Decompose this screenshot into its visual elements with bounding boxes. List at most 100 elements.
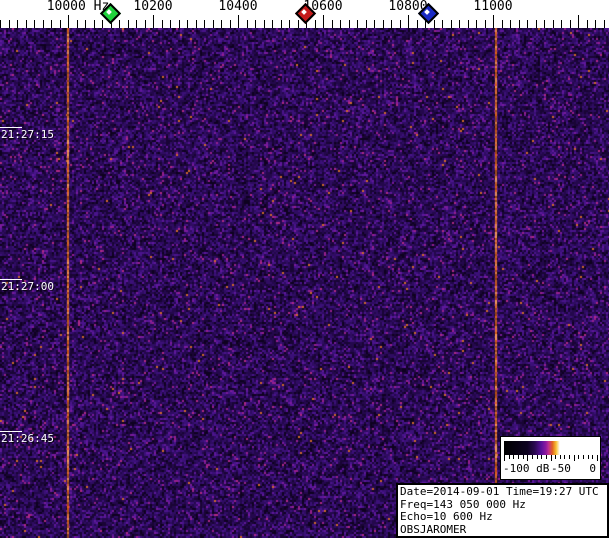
colorbar-gradient bbox=[504, 441, 597, 455]
colorbar-tick bbox=[587, 455, 589, 459]
minor-tick bbox=[43, 20, 44, 28]
minor-tick bbox=[213, 20, 214, 28]
minor-tick bbox=[332, 20, 333, 28]
time-tick-line bbox=[0, 127, 22, 128]
time-tick-line bbox=[0, 431, 22, 432]
major-tick bbox=[68, 15, 69, 28]
minor-tick bbox=[442, 20, 443, 28]
minor-tick bbox=[306, 20, 307, 28]
colorbar-min-label: -100 dB bbox=[503, 462, 550, 475]
minor-tick bbox=[391, 20, 392, 28]
colorbar-tick bbox=[504, 455, 505, 461]
frequency-tick-label: 10800 bbox=[388, 0, 428, 14]
colorbar-tick bbox=[513, 455, 515, 459]
colorbar-tick bbox=[517, 455, 519, 459]
minor-tick bbox=[476, 20, 477, 28]
colorbar-max-label: 0 bbox=[589, 462, 596, 475]
major-tick bbox=[153, 15, 154, 28]
minor-tick bbox=[281, 20, 282, 28]
marker-red-icon bbox=[294, 2, 317, 25]
time-tick-line bbox=[0, 279, 22, 280]
time-label-text: 21:27:00 bbox=[1, 280, 54, 293]
marker-blue-diamond[interactable] bbox=[417, 2, 440, 25]
minor-tick bbox=[451, 20, 452, 28]
marker-red-diamond[interactable] bbox=[294, 2, 317, 25]
colorbar-tick bbox=[536, 455, 538, 459]
minor-tick bbox=[315, 20, 316, 28]
frequency-tick-label: 11000 bbox=[473, 0, 513, 14]
minor-tick bbox=[196, 20, 197, 28]
colorbar-legend: -100 dB -50 0 bbox=[500, 436, 601, 480]
colorbar-tick bbox=[527, 455, 529, 461]
minor-tick bbox=[374, 20, 375, 28]
minor-tick bbox=[145, 20, 146, 28]
major-tick bbox=[408, 15, 409, 28]
minor-tick bbox=[340, 20, 341, 28]
minor-tick bbox=[366, 20, 367, 28]
frequency-ruler: 10000 Hz 10200 10400 10600 10800 11000 bbox=[0, 0, 609, 28]
minor-tick bbox=[128, 20, 129, 28]
minor-tick bbox=[9, 20, 10, 28]
minor-tick bbox=[459, 20, 460, 28]
marker-green-diamond[interactable] bbox=[99, 2, 122, 25]
minor-tick bbox=[519, 20, 520, 28]
major-tick bbox=[578, 15, 579, 28]
minor-tick bbox=[468, 20, 469, 28]
minor-tick bbox=[553, 20, 554, 28]
minor-tick bbox=[289, 20, 290, 28]
minor-tick bbox=[604, 20, 605, 28]
minor-tick bbox=[0, 20, 1, 28]
minor-tick bbox=[570, 20, 571, 28]
frequency-tick-label: 10400 bbox=[218, 0, 258, 14]
colorbar-tick bbox=[578, 455, 580, 459]
colorbar-tick bbox=[569, 455, 571, 459]
minor-tick bbox=[162, 20, 163, 28]
minor-tick bbox=[77, 20, 78, 28]
minor-tick bbox=[434, 20, 435, 28]
minor-tick bbox=[595, 20, 596, 28]
colorbar-tick bbox=[592, 455, 594, 459]
minor-tick bbox=[400, 20, 401, 28]
frequency-tick-label: 10200 bbox=[133, 0, 173, 14]
minor-tick bbox=[247, 20, 248, 28]
minor-tick bbox=[26, 20, 27, 28]
info-box: Date=2014-09-01 Time=19:27 UTC Freq=143 … bbox=[396, 483, 609, 538]
minor-tick bbox=[170, 20, 171, 28]
colorbar-mid-label: -50 bbox=[551, 462, 571, 475]
minor-tick bbox=[561, 20, 562, 28]
colorbar-tick bbox=[555, 455, 557, 459]
colorbar-tick bbox=[522, 455, 524, 459]
minor-tick bbox=[383, 20, 384, 28]
info-observer: OBSJAROMER bbox=[400, 522, 467, 536]
minor-tick bbox=[587, 20, 588, 28]
minor-tick bbox=[17, 20, 18, 28]
minor-tick bbox=[204, 20, 205, 28]
minor-tick bbox=[51, 20, 52, 28]
info-echo: Echo=10 600 Hz bbox=[400, 510, 493, 523]
minor-tick bbox=[136, 20, 137, 28]
minor-tick bbox=[298, 20, 299, 28]
minor-tick bbox=[510, 20, 511, 28]
minor-tick bbox=[349, 20, 350, 28]
major-tick bbox=[238, 15, 239, 28]
time-label-text: 21:27:15 bbox=[1, 128, 54, 141]
colorbar-tick bbox=[550, 455, 552, 461]
time-label-text: 21:26:45 bbox=[1, 432, 54, 445]
minor-tick bbox=[102, 20, 103, 28]
minor-tick bbox=[527, 20, 528, 28]
marker-green-icon bbox=[99, 2, 122, 25]
minor-tick bbox=[264, 20, 265, 28]
colorbar-tick bbox=[541, 455, 543, 459]
minor-tick bbox=[485, 20, 486, 28]
marker-blue-icon bbox=[417, 2, 440, 25]
colorbar-tick bbox=[508, 455, 510, 459]
colorbar-tick bbox=[583, 455, 585, 459]
minor-tick bbox=[85, 20, 86, 28]
colorbar-tick bbox=[573, 455, 575, 461]
info-date-time: Date=2014-09-01 Time=19:27 UTC bbox=[400, 485, 599, 498]
minor-tick bbox=[417, 20, 418, 28]
minor-tick bbox=[230, 20, 231, 28]
minor-tick bbox=[502, 20, 503, 28]
colorbar-tick bbox=[545, 455, 547, 459]
